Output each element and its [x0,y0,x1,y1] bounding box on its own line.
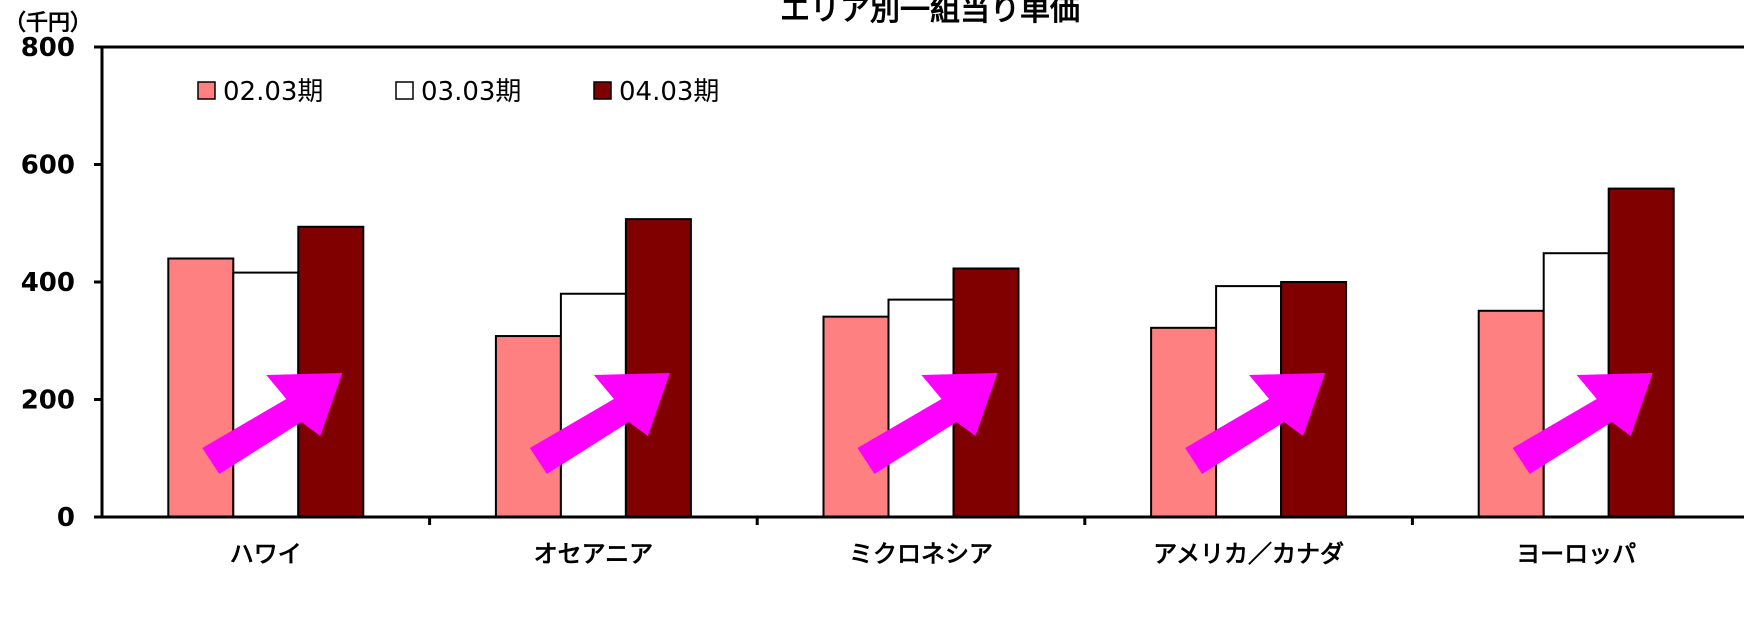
y-tick-label: 0 [57,503,75,533]
up-right-arrow-icon [202,373,343,474]
x-tick-label: オセアニア [534,540,654,568]
chart-title: エリア別一組当り単価 [780,0,1080,28]
y-tick-label: 800 [21,33,75,63]
up-right-arrow-icon [1185,373,1326,474]
bar [297,225,365,518]
legend-swatch [395,81,414,100]
bar [1477,309,1545,518]
bar [1607,187,1675,518]
x-tick-label: ハワイ [230,540,302,568]
y-tick-label: 600 [21,151,75,181]
legend-label: 04.03期 [619,77,719,107]
x-tick-label: アメリカ／カナダ [1153,540,1344,568]
x-tick-label: ミクロネシア [849,540,993,568]
legend-swatch [593,81,612,100]
y-tick-label: 200 [21,386,75,416]
arrows-layer [202,373,1653,474]
bar [624,218,692,518]
legend-label: 03.03期 [421,77,521,107]
bars-layer [167,187,1675,519]
y-axis-unit-label: （千円） [4,11,92,36]
y-tick-label: 400 [21,268,75,298]
up-right-arrow-icon [1512,373,1653,474]
legend-label: 02.03期 [223,77,323,107]
up-right-arrow-icon [857,373,998,474]
bar [822,315,890,518]
up-right-arrow-icon [529,373,670,474]
axes-layer: ハワイ オセアニア ミクロネシア アメリカ／カナダ ヨーロッパ 0 200 400 600 800 [21,33,1744,568]
bar [167,257,235,518]
bar [494,335,562,518]
legend-swatch [197,81,216,100]
bar [1150,326,1218,519]
legend: 02.03期 03.03期 04.03期 [197,77,719,107]
x-tick-label: ヨーロッパ [1516,540,1636,568]
